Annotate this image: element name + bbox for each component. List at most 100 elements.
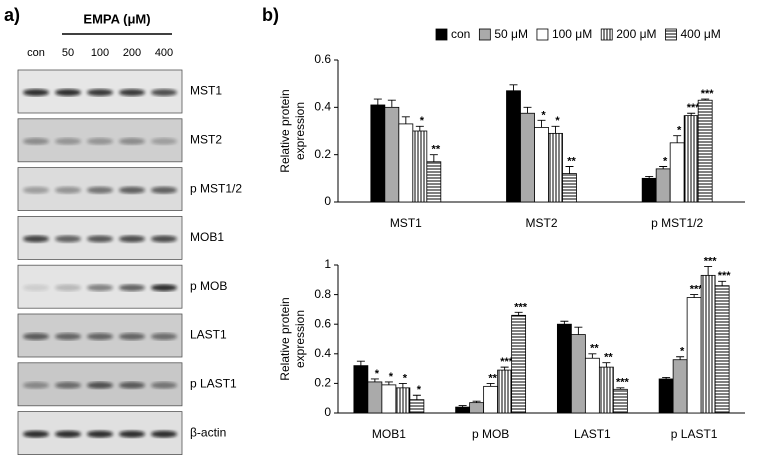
- error-bar: [500, 366, 509, 371]
- legend-label: con: [451, 27, 470, 41]
- blot-band: [87, 137, 113, 145]
- significance-label: ***: [616, 377, 630, 389]
- blot-band: [23, 186, 49, 194]
- legend-label: 100 μM: [552, 27, 592, 41]
- bar: [367, 381, 383, 414]
- error-bar: [687, 112, 696, 116]
- blot-band: [23, 235, 49, 243]
- x-tick-label: p MOB: [472, 427, 509, 441]
- y-axis-label: Relative protein: [278, 297, 292, 380]
- bar: [658, 378, 674, 414]
- y-tick-label: 0.8: [314, 287, 331, 301]
- error-bar: [415, 125, 424, 131]
- significance-label: **: [488, 372, 497, 384]
- protein-label: MST1: [190, 84, 222, 98]
- error-bar: [384, 381, 393, 385]
- bar: [612, 388, 628, 414]
- blot-band: [87, 284, 113, 292]
- error-bar: [645, 175, 654, 179]
- bar: [483, 385, 499, 414]
- bar: [683, 115, 699, 203]
- blot-band: [151, 381, 177, 389]
- bar: [469, 402, 485, 414]
- error-bar: [574, 326, 583, 335]
- significance-label: *: [420, 115, 425, 127]
- bar: [672, 359, 688, 414]
- significance-label: **: [567, 155, 576, 167]
- significance-label: **: [590, 343, 599, 355]
- bar: [570, 334, 586, 414]
- y-tick-label: 0.2: [314, 376, 331, 390]
- error-bar: [401, 116, 410, 124]
- blot-band: [23, 89, 49, 96]
- bar: [370, 104, 386, 203]
- bar: [381, 384, 397, 414]
- error-bar: [560, 320, 569, 325]
- significance-label: **: [604, 352, 613, 364]
- significance-label: *: [680, 346, 685, 358]
- error-bar: [537, 119, 546, 128]
- error-bar: [704, 266, 713, 276]
- bar: [398, 123, 414, 203]
- bar: [641, 177, 657, 203]
- y-axis-label: Relative protein: [278, 89, 292, 172]
- blot-band: [55, 430, 81, 438]
- x-tick-label: MST1: [390, 216, 422, 230]
- protein-label: LAST1: [190, 328, 227, 342]
- significance-label: ***: [690, 284, 704, 296]
- bar: [562, 173, 577, 203]
- panel-label: a): [4, 5, 20, 25]
- error-bar: [387, 99, 396, 108]
- bar: [353, 365, 369, 414]
- bar: [700, 274, 716, 414]
- blot-band: [151, 186, 177, 194]
- significance-label: *: [389, 371, 394, 383]
- blot-band: [151, 89, 177, 96]
- y-tick-label: 0.6: [314, 316, 331, 330]
- blot-band: [55, 381, 81, 389]
- blot-band: [55, 89, 81, 96]
- blot-band: [23, 284, 49, 292]
- blot-band: [87, 333, 113, 340]
- error-bar: [429, 154, 438, 162]
- legend-label: 200 μM: [616, 27, 656, 41]
- x-tick-label: p MST1/2: [651, 216, 703, 230]
- blot-band: [55, 186, 81, 194]
- blot-band: [151, 284, 177, 292]
- significance-label: ***: [514, 301, 528, 313]
- blot-band: [23, 430, 49, 438]
- legend-swatch: [600, 28, 613, 41]
- error-bar: [551, 125, 560, 134]
- x-tick-label: MOB1: [372, 427, 406, 441]
- significance-label: *: [417, 384, 422, 396]
- bar: [455, 406, 471, 414]
- blot-band: [55, 137, 81, 145]
- error-bar: [676, 356, 685, 360]
- legend-label: 50 μM: [494, 27, 528, 41]
- legend-swatch: [665, 28, 677, 41]
- western-blot: con 50 100 200 400 MST1 MST2 p MST1/2 MOB1 p MOB L…: [17, 47, 242, 456]
- bar: [395, 387, 411, 414]
- protein-label: β-actin: [190, 425, 226, 439]
- bar: [669, 142, 685, 203]
- blot-band: [151, 430, 177, 438]
- bar: [534, 127, 549, 203]
- error-bar: [673, 135, 682, 143]
- blot-band: [119, 333, 145, 340]
- error-bar: [509, 84, 518, 91]
- blot-band: [23, 381, 49, 389]
- y-tick-label: 0: [324, 405, 331, 419]
- legend-swatch: [478, 28, 491, 41]
- bar: [511, 314, 527, 414]
- significance-label: ***: [687, 102, 701, 114]
- lane-label: con: [27, 47, 45, 59]
- significance-label: ***: [718, 270, 732, 282]
- bar: [426, 161, 442, 203]
- legend-swatch: [435, 28, 448, 41]
- blot-band: [55, 333, 81, 340]
- blot-band: [87, 381, 113, 389]
- significance-label: ***: [500, 356, 514, 368]
- panel-label: b): [262, 5, 279, 25]
- blot-band: [55, 235, 81, 243]
- blot-band: [23, 137, 49, 145]
